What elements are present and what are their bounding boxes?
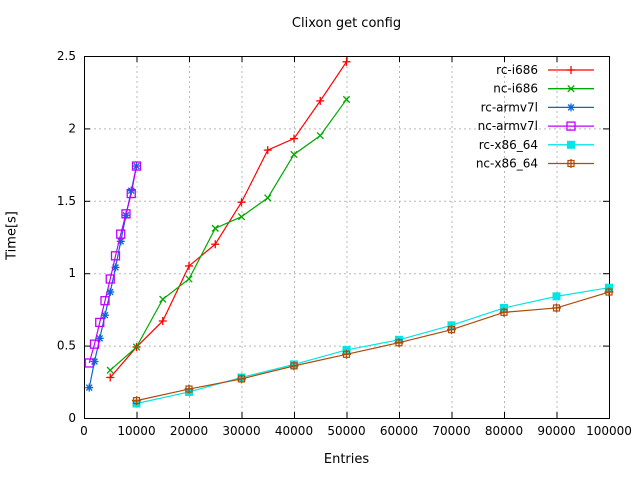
y-tick-label: 0.5 — [57, 339, 76, 353]
tick-labels: 0 10000 20000 30000 40000 50000 60000 70000 8000… — [57, 49, 632, 438]
chart-title: Clixon get config — [291, 16, 402, 31]
y-tick-label: 2 — [68, 121, 76, 135]
legend-entry-rc-i686: rc-i686 — [496, 63, 594, 77]
gridlines — [84, 56, 609, 418]
legend-entry-nc-i686: nc-i686 — [493, 82, 594, 96]
x-tick-label: 60000 — [380, 424, 418, 438]
x-tick-label: 0 — [80, 424, 88, 438]
y-tick-label: 2.5 — [57, 49, 76, 63]
legend-entry-rc-armv7l: rc-armv7l — [481, 100, 594, 114]
legend-label: nc-x86_64 — [476, 157, 538, 171]
y-tick-label: 0 — [68, 411, 76, 425]
x-tick-label: 40000 — [275, 424, 313, 438]
x-tick-label: 80000 — [485, 424, 523, 438]
series-nc-armv7l — [84, 161, 142, 368]
x-tick-label: 10000 — [117, 424, 155, 438]
x-tick-label: 30000 — [222, 424, 260, 438]
legend-label: rc-x86_64 — [479, 138, 538, 152]
x-tick-label: 50000 — [327, 424, 365, 438]
y-tick-label: 1 — [68, 266, 76, 280]
legend-label: rc-i686 — [496, 63, 538, 77]
legend-entry-nc-armv7l: nc-armv7l — [478, 119, 594, 133]
legend-label: nc-i686 — [493, 82, 538, 96]
legend: rc-i686 nc-i686 rc-armv7l nc-armv7l rc-x86_6… — [476, 63, 594, 171]
x-tick-label: 90000 — [537, 424, 575, 438]
axes-frame — [84, 56, 610, 419]
series-rc-armv7l — [85, 162, 141, 392]
legend-entry-nc-x86_64: nc-x86_64 — [476, 157, 594, 171]
series-rc-i686 — [106, 57, 351, 382]
legend-label: nc-armv7l — [478, 119, 538, 133]
x-tick-label: 70000 — [432, 424, 470, 438]
series-nc-i686 — [106, 95, 351, 374]
y-tick-label: 1.5 — [57, 194, 76, 208]
series-nc-x86_64 — [132, 287, 614, 406]
x-tick-label: 20000 — [170, 424, 208, 438]
x-axis-label: Entries — [323, 452, 370, 467]
legend-entry-rc-x86_64: rc-x86_64 — [479, 138, 594, 152]
x-tick-label: 100000 — [586, 424, 632, 438]
legend-label: rc-armv7l — [481, 100, 538, 114]
series-rc-x86_64 — [132, 283, 613, 408]
